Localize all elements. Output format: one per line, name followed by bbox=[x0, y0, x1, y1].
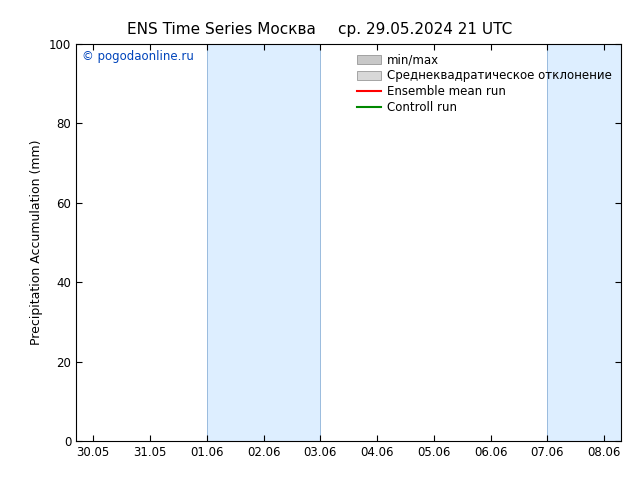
Legend: min/max, Среднеквадратическое отклонение, Ensemble mean run, Controll run: min/max, Среднеквадратическое отклонение… bbox=[354, 50, 616, 118]
Bar bbox=[548, 44, 633, 441]
Y-axis label: Precipitation Accumulation (mm): Precipitation Accumulation (mm) bbox=[30, 140, 43, 345]
Text: ср. 29.05.2024 21 UTC: ср. 29.05.2024 21 UTC bbox=[338, 22, 512, 37]
Text: © pogodaonline.ru: © pogodaonline.ru bbox=[82, 50, 193, 63]
Bar bbox=[207, 44, 320, 441]
Text: ENS Time Series Москва: ENS Time Series Москва bbox=[127, 22, 316, 37]
